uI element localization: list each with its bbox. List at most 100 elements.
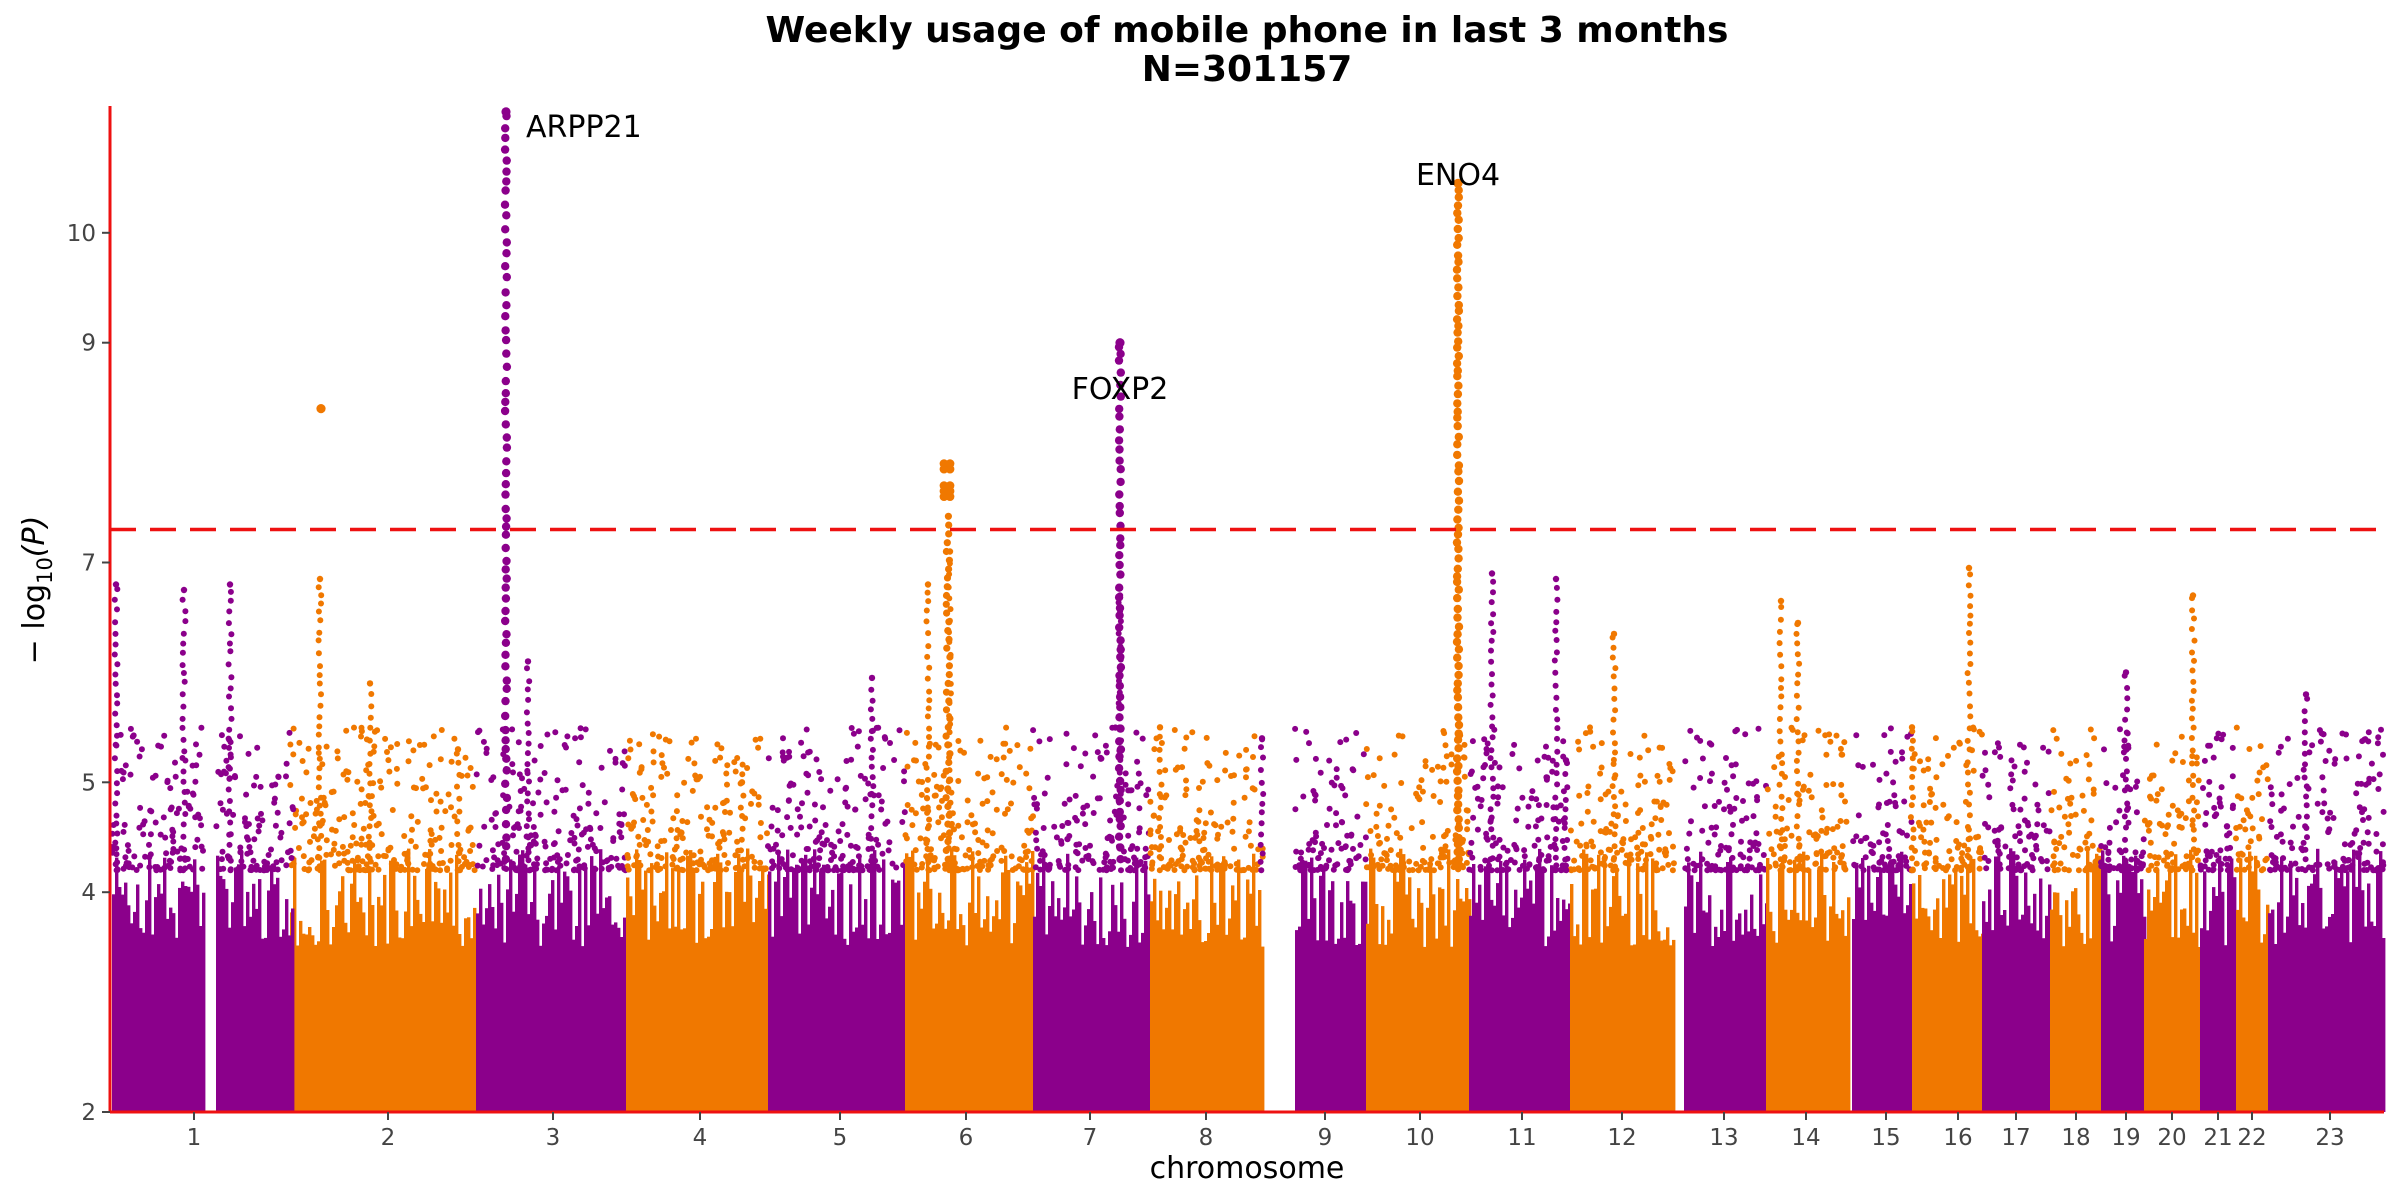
data-point [114, 768, 121, 775]
data-point [567, 837, 574, 844]
data-point [1500, 867, 1506, 873]
data-point [869, 845, 875, 852]
data-point [946, 867, 953, 874]
data-point [932, 928, 936, 1112]
data-point [721, 799, 728, 806]
data-point [727, 809, 733, 816]
data-point [1096, 866, 1103, 873]
data-point [556, 856, 563, 863]
data-point [1243, 746, 1250, 753]
data-point [509, 761, 516, 768]
data-point [2034, 821, 2041, 828]
data-point [785, 797, 792, 804]
data-point [114, 661, 121, 668]
data-point [1778, 663, 1785, 670]
data-point [875, 792, 882, 799]
y-tick-label: 9 [81, 331, 96, 357]
data-point [1448, 761, 1455, 768]
data-point [1867, 865, 1871, 1112]
data-point [2116, 847, 2123, 854]
data-point [1966, 630, 1972, 636]
data-point [686, 855, 690, 1112]
data-point [225, 620, 232, 627]
data-point [1197, 857, 1204, 864]
data-point [344, 922, 348, 1112]
data-point [2189, 854, 2196, 861]
data-point [1364, 774, 1371, 781]
data-point [1258, 820, 1265, 827]
data-point [1431, 867, 1437, 874]
data-point [509, 859, 513, 1112]
data-point [305, 745, 312, 752]
data-point [2268, 791, 2275, 798]
data-point [218, 732, 225, 739]
data-point [1032, 829, 1039, 836]
data-point [501, 186, 510, 195]
data-point [1967, 571, 1974, 578]
data-point [1191, 860, 1198, 867]
data-point [2139, 862, 2146, 869]
data-point [1452, 538, 1462, 547]
data-point [1717, 847, 1724, 854]
data-point [1440, 728, 1447, 734]
data-point [377, 896, 381, 1112]
data-point [1003, 776, 1010, 783]
data-point [956, 929, 960, 1112]
data-point [2042, 938, 2046, 1112]
data-point [476, 913, 480, 1112]
data-point [1778, 685, 1784, 691]
data-point [111, 651, 118, 658]
data-point [2210, 754, 2217, 761]
data-point [1214, 835, 1221, 842]
data-point [359, 858, 366, 865]
data-point [2210, 861, 2217, 868]
data-point [2077, 914, 2081, 1112]
data-point [1903, 858, 1910, 865]
data-point [2368, 864, 2374, 871]
data-point [180, 640, 187, 647]
data-point [1711, 803, 1718, 809]
data-point [1116, 785, 1125, 794]
data-point [1310, 857, 1314, 1112]
data-point [2249, 825, 2256, 832]
data-point [2302, 761, 2308, 768]
data-point [179, 649, 186, 656]
data-point [984, 827, 991, 834]
data-point [2343, 755, 2350, 762]
data-point [2360, 839, 2367, 846]
data-point [1590, 818, 1597, 825]
data-point [1135, 857, 1139, 1112]
data-point [1353, 855, 1360, 862]
data-point [2210, 866, 2217, 873]
data-point [885, 847, 892, 854]
data-point [865, 780, 872, 787]
data-point [774, 881, 778, 1112]
data-point [945, 811, 953, 819]
data-point [717, 754, 724, 761]
data-point [629, 791, 636, 797]
data-point [1827, 738, 1834, 745]
data-point [1033, 916, 1037, 1112]
data-point [272, 822, 279, 829]
data-point [512, 866, 519, 873]
data-point [786, 748, 792, 755]
data-point [502, 249, 511, 258]
data-point [1600, 942, 1604, 1112]
data-point [2283, 932, 2287, 1112]
data-point [654, 861, 660, 868]
data-point [608, 896, 612, 1112]
data-point [1400, 860, 1407, 867]
data-point [1306, 740, 1312, 747]
data-point [825, 867, 832, 874]
data-point [1454, 300, 1464, 310]
data-point [240, 863, 247, 870]
data-point [944, 838, 952, 846]
data-point [1186, 902, 1190, 1112]
data-point [1573, 838, 1580, 845]
data-point [946, 653, 954, 661]
data-point [1032, 864, 1039, 871]
data-point [311, 935, 315, 1112]
data-point [1233, 866, 1240, 873]
data-point [1843, 818, 1850, 825]
data-point [1250, 866, 1257, 873]
